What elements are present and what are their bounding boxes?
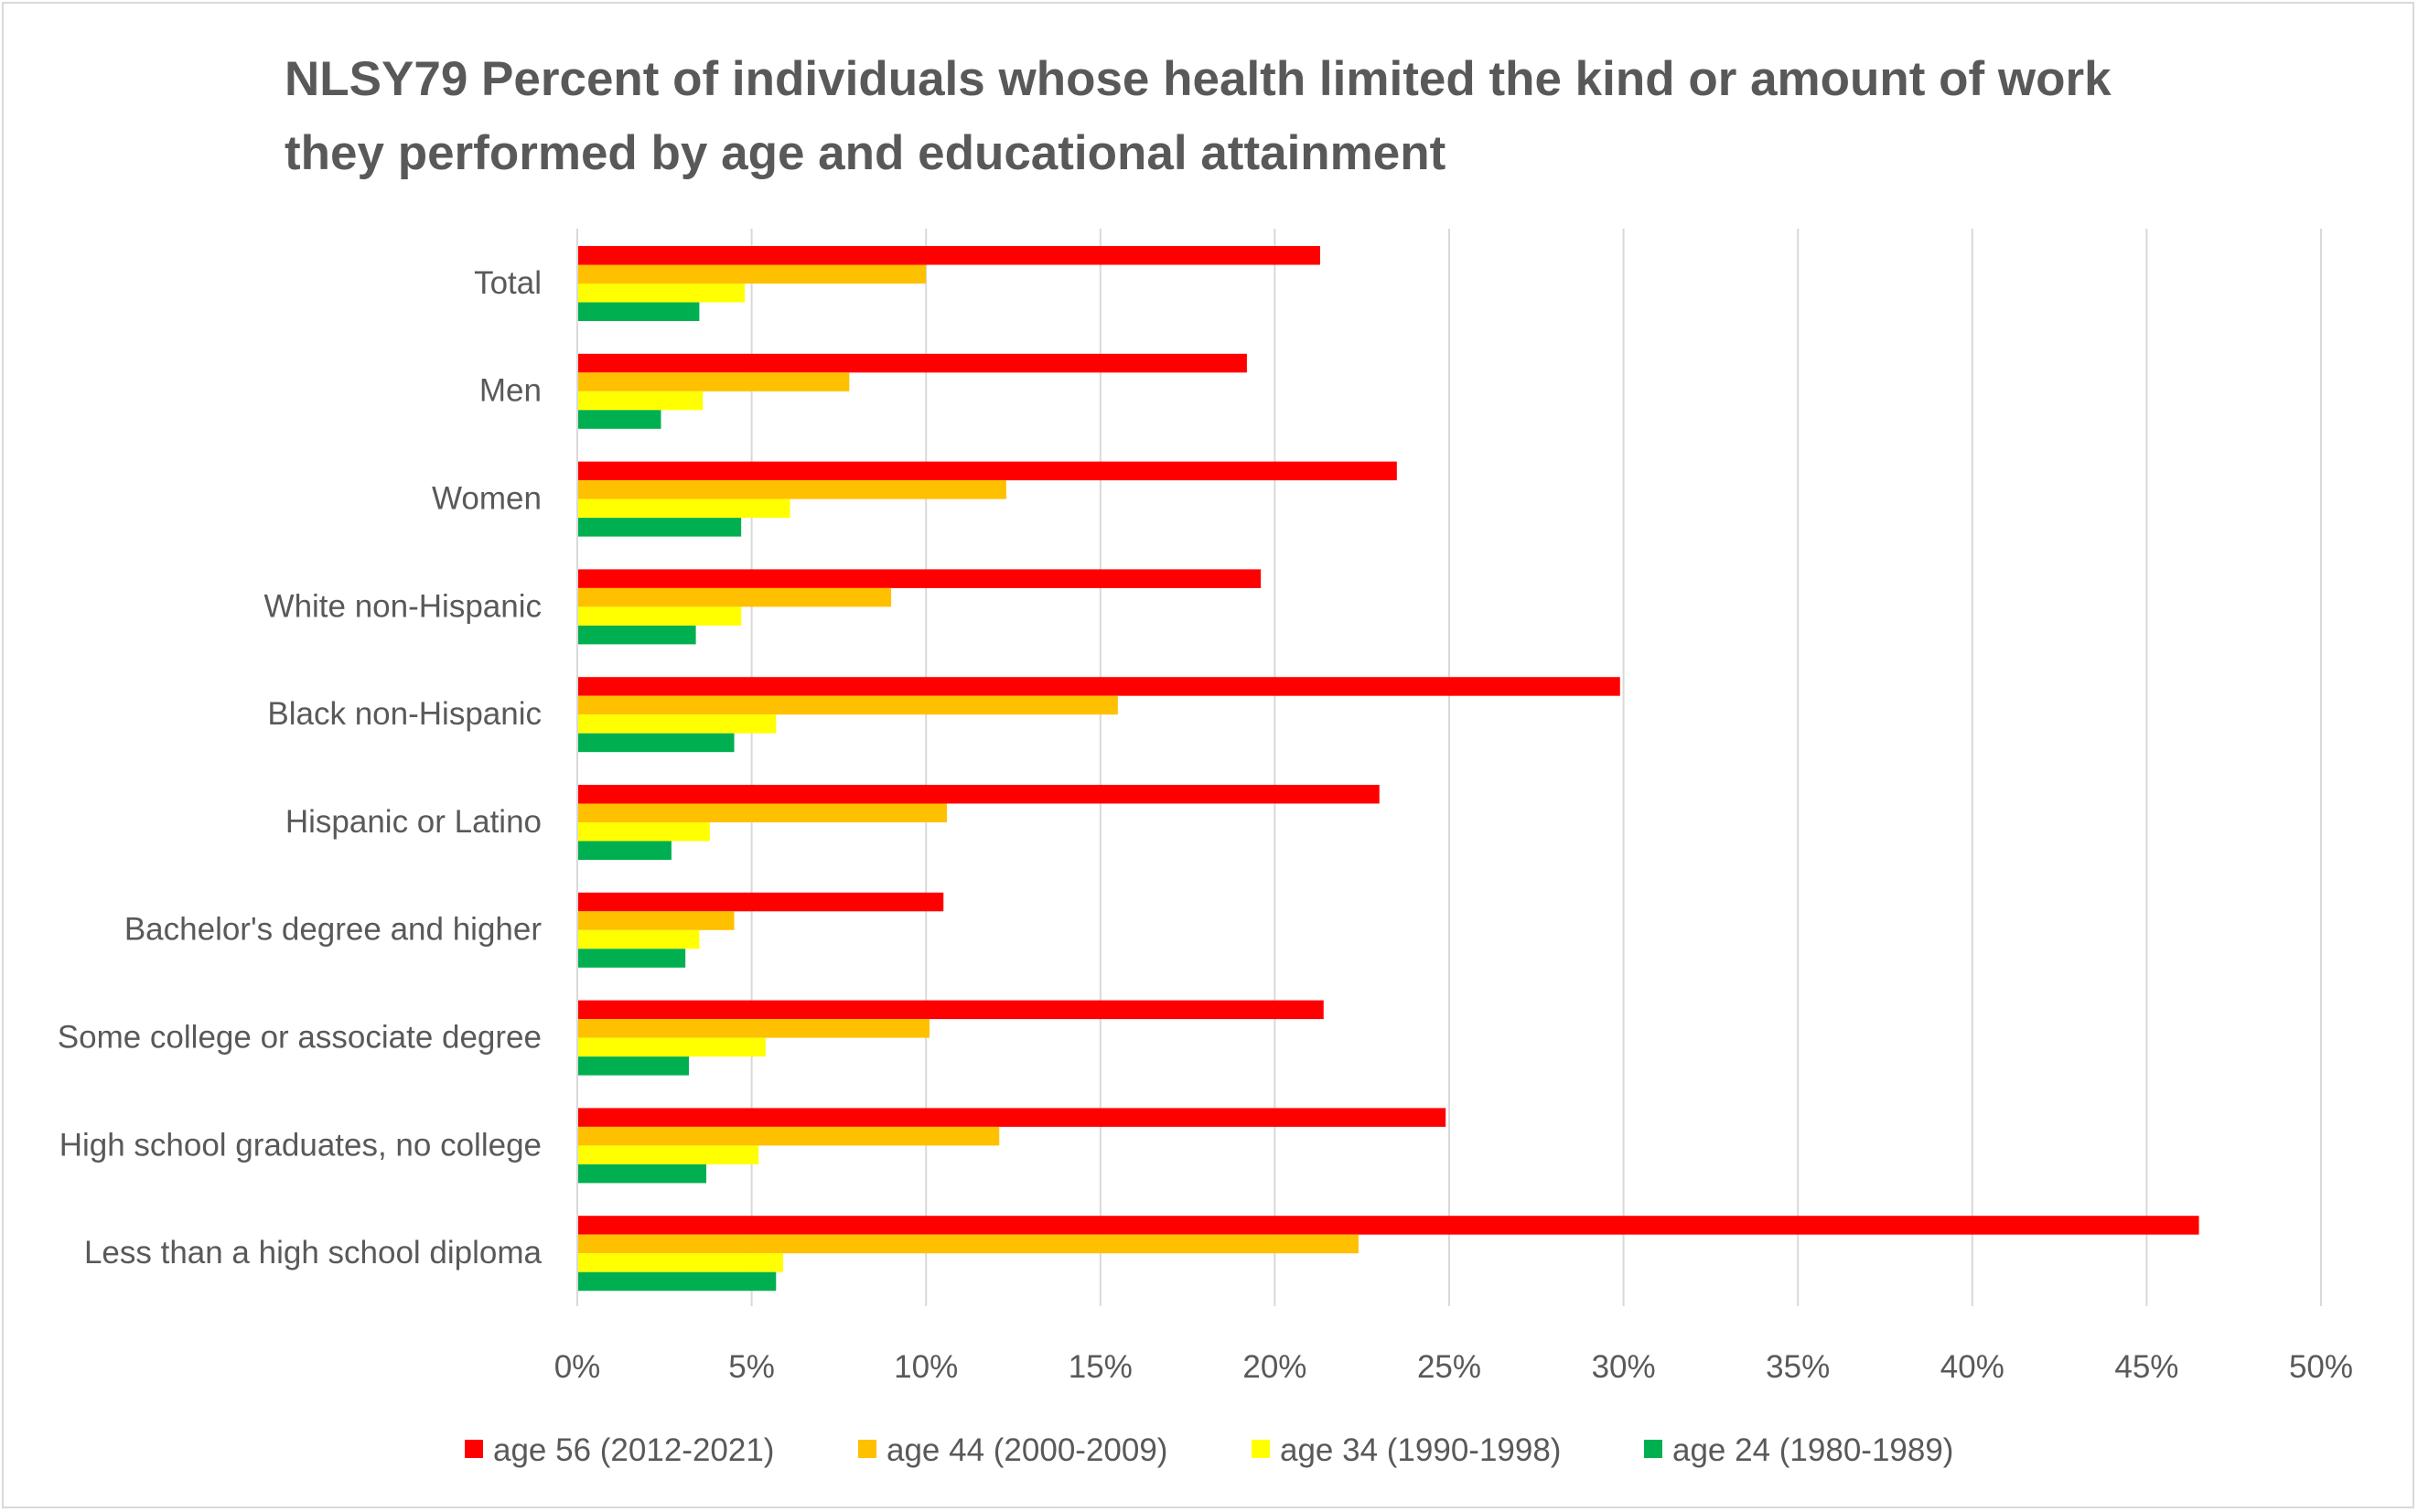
bar xyxy=(577,284,745,303)
bar xyxy=(577,803,948,822)
legend-swatch xyxy=(465,1440,483,1458)
category-label: White non-Hispanic xyxy=(264,588,542,624)
bar xyxy=(577,1163,707,1184)
x-tick-label: 45% xyxy=(2114,1349,2178,1385)
bar xyxy=(577,785,1380,804)
bar xyxy=(577,391,704,411)
bar xyxy=(577,1145,759,1164)
bar xyxy=(577,587,892,607)
bar xyxy=(577,246,1320,265)
bars xyxy=(577,246,2199,1292)
legend-swatch xyxy=(858,1440,876,1458)
legend-label: age 56 (2012-2021) xyxy=(493,1432,774,1468)
x-tick-label: 20% xyxy=(1242,1349,1306,1385)
bar xyxy=(577,518,742,537)
x-tick-label: 25% xyxy=(1417,1349,1481,1385)
bar xyxy=(577,1126,1000,1146)
bar xyxy=(577,461,1397,481)
bar xyxy=(577,1108,1446,1127)
bar xyxy=(577,841,672,860)
bar xyxy=(577,892,944,912)
bar xyxy=(577,929,700,949)
legend-label: age 24 (1980-1989) xyxy=(1672,1432,1953,1468)
x-tick-label: 10% xyxy=(894,1349,958,1385)
category-label: Bachelor's degree and higher xyxy=(124,912,543,948)
category-label: Men xyxy=(479,373,542,409)
bar xyxy=(577,822,710,842)
category-label: Less than a high school diploma xyxy=(84,1235,543,1271)
legend: age 56 (2012-2021) age 44 (2000-2009) age … xyxy=(465,1432,1953,1468)
bar xyxy=(577,1000,1324,1020)
x-tick-label: 15% xyxy=(1069,1349,1133,1385)
bar xyxy=(577,911,735,930)
x-tick-label: 35% xyxy=(1766,1349,1830,1385)
bar xyxy=(577,1216,2199,1235)
bar xyxy=(577,1234,1359,1254)
legend-swatch xyxy=(1644,1440,1662,1458)
bar xyxy=(577,499,790,519)
bar xyxy=(577,569,1262,588)
legend-label: age 44 (2000-2009) xyxy=(887,1432,1167,1468)
category-label: Some college or associate degree xyxy=(58,1020,542,1056)
bar xyxy=(577,1019,930,1038)
category-label: Hispanic or Latino xyxy=(285,804,542,840)
axes: 0% 5% 10% 15% 20% 25% 30% 35% 40% 45% 50% Total Men W… xyxy=(58,229,2353,1385)
legend-label: age 34 (1990-1998) xyxy=(1280,1432,1561,1468)
category-label: High school graduates, no college xyxy=(59,1127,542,1163)
x-tick-label: 5% xyxy=(728,1349,775,1385)
bar xyxy=(577,714,777,734)
bar xyxy=(577,677,1620,696)
bar xyxy=(577,733,735,753)
bar xyxy=(577,949,686,968)
bar xyxy=(577,264,927,284)
bar xyxy=(577,302,700,321)
category-label: Women xyxy=(432,481,542,517)
category-label: Black non-Hispanic xyxy=(267,696,542,732)
bar xyxy=(577,480,1006,499)
bar xyxy=(577,1056,689,1076)
x-tick-label: 30% xyxy=(1592,1349,1656,1385)
bar xyxy=(577,353,1247,373)
bar xyxy=(577,410,661,429)
bar xyxy=(577,695,1118,715)
bar xyxy=(577,606,742,626)
chart-title: NLSY79 Percent of individuals whose heal… xyxy=(285,52,2112,180)
x-tick-label: 50% xyxy=(2289,1349,2353,1385)
bar xyxy=(577,1037,766,1057)
x-tick-label: 40% xyxy=(1940,1349,2004,1385)
x-tick-label: 0% xyxy=(554,1349,601,1385)
bar xyxy=(577,1253,783,1272)
legend-swatch xyxy=(1252,1440,1270,1458)
bar xyxy=(577,625,696,645)
bar xyxy=(577,372,850,391)
category-label: Total xyxy=(474,265,542,301)
bar xyxy=(577,1271,777,1292)
